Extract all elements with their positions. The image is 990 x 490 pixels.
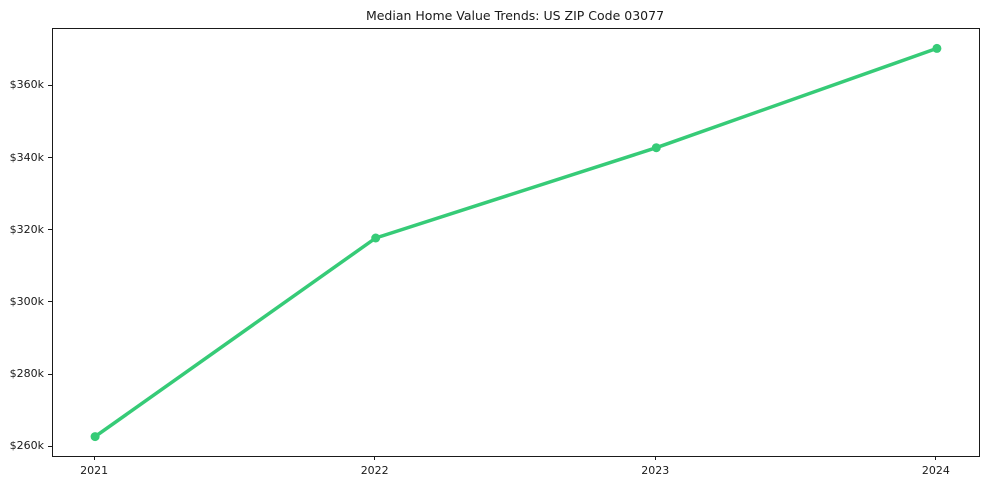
data-point-marker xyxy=(90,432,100,442)
x-tick-mark xyxy=(374,456,376,460)
x-tick-mark xyxy=(93,456,95,460)
data-point-marker xyxy=(371,233,381,243)
y-tick-label: $280k xyxy=(9,367,44,381)
x-tick-mark xyxy=(654,456,656,460)
data-point-marker xyxy=(651,143,661,153)
y-tick-label: $360k xyxy=(9,78,44,92)
y-tick-mark xyxy=(48,84,52,86)
x-tick-label: 2024 xyxy=(921,464,950,477)
y-tick-mark xyxy=(48,445,52,447)
data-point-marker xyxy=(932,43,942,53)
x-tick-label: 2022 xyxy=(360,464,389,477)
x-tick-label: 2021 xyxy=(80,464,109,477)
y-tick-mark xyxy=(48,157,52,159)
plot-area xyxy=(52,28,980,457)
x-tick-mark xyxy=(935,456,937,460)
line-series-svg xyxy=(90,43,942,442)
y-tick-mark xyxy=(48,301,52,303)
y-tick-label: $260k xyxy=(9,439,44,453)
x-tick-label: 2023 xyxy=(641,464,670,477)
y-tick-label: $320k xyxy=(9,222,44,236)
y-tick-mark xyxy=(48,373,52,375)
chart-title: Median Home Value Trends: US ZIP Code 03… xyxy=(365,8,665,23)
y-tick-mark xyxy=(48,229,52,231)
median-home-value-line xyxy=(93,46,939,439)
y-tick-label: $340k xyxy=(9,150,44,164)
y-tick-label: $300k xyxy=(9,294,44,308)
